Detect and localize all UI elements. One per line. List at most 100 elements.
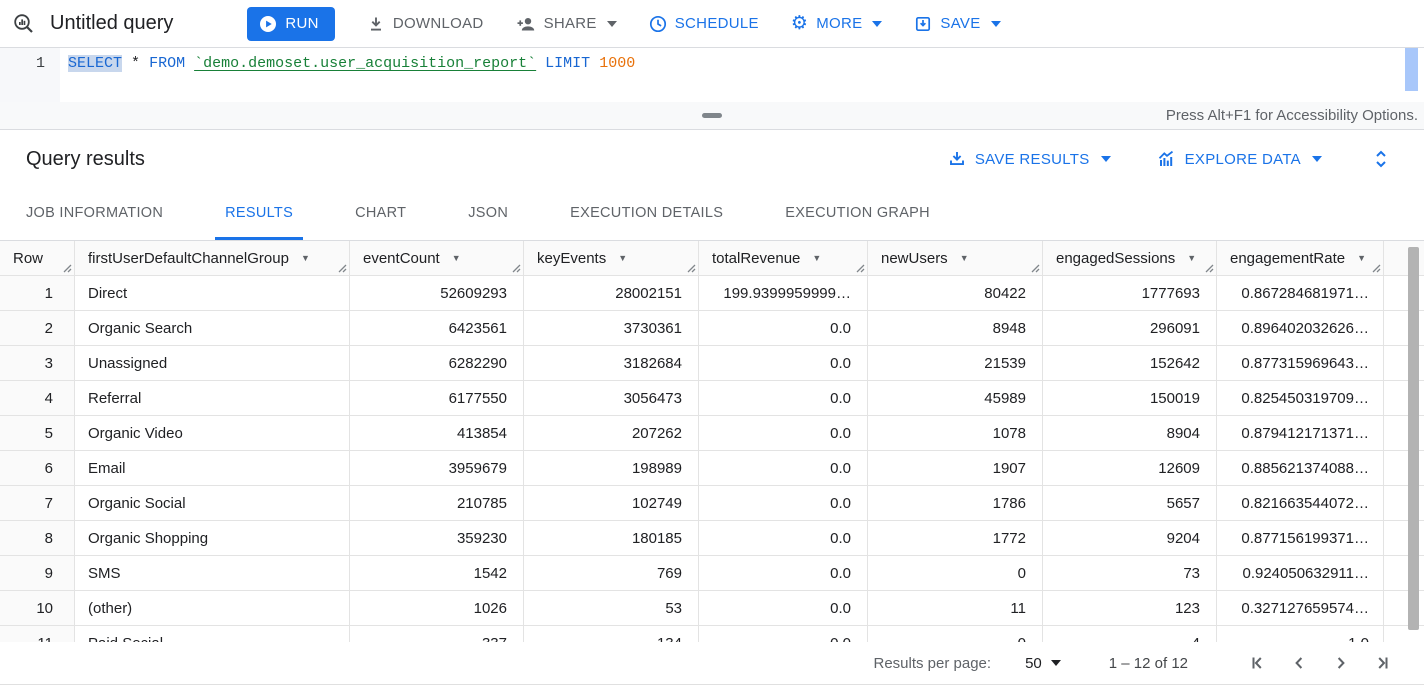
column-header-engagementrate[interactable]: engagementRate ▼ bbox=[1217, 241, 1384, 275]
column-resize-handle-icon[interactable] bbox=[337, 263, 347, 273]
tab-execution-graph[interactable]: EXECUTION GRAPH bbox=[785, 204, 930, 221]
table-scrollbar-thumb[interactable] bbox=[1408, 247, 1419, 630]
column-resize-handle-icon[interactable] bbox=[1204, 263, 1214, 273]
table-cell: 1026 bbox=[350, 591, 524, 625]
chevron-down-icon bbox=[990, 20, 1001, 27]
column-header-row[interactable]: Row bbox=[0, 241, 75, 275]
clock-icon bbox=[649, 15, 667, 33]
table-cell: 413854 bbox=[350, 416, 524, 450]
query-results-title: Query results bbox=[26, 147, 145, 170]
table-cell: 8948 bbox=[868, 311, 1043, 345]
last-page-button[interactable] bbox=[1370, 650, 1396, 676]
column-header-keyevents[interactable]: keyEvents ▼ bbox=[524, 241, 699, 275]
table-cell: 0 bbox=[868, 626, 1043, 642]
table-header-row: Row firstUserDefaultChannelGroup ▼ eventCou… bbox=[0, 241, 1424, 276]
table-cell: 0.0 bbox=[699, 381, 868, 415]
query-title: Untitled query bbox=[50, 12, 174, 34]
more-button[interactable]: ⚙ MORE bbox=[791, 14, 883, 33]
sql-keyword-limit: LIMIT bbox=[545, 55, 591, 72]
table-cell: 53 bbox=[524, 591, 699, 625]
column-menu-icon[interactable]: ▼ bbox=[959, 253, 969, 263]
column-header-eventcount[interactable]: eventCount ▼ bbox=[350, 241, 524, 275]
chevron-down-icon bbox=[1050, 660, 1061, 666]
splitter-drag-handle[interactable] bbox=[702, 113, 722, 118]
column-menu-icon[interactable]: ▼ bbox=[300, 253, 310, 263]
row-number-cell: 2 bbox=[0, 311, 75, 345]
table-cell: 28002151 bbox=[524, 276, 699, 310]
column-header-totalrevenue[interactable]: totalRevenue ▼ bbox=[699, 241, 868, 275]
explore-data-button[interactable]: EXPLORE DATA bbox=[1157, 150, 1322, 168]
table-cell: 1078 bbox=[868, 416, 1043, 450]
query-results-header: Query results SAVE RESULTS bbox=[0, 130, 1424, 188]
table-cell: 0.0 bbox=[699, 311, 868, 345]
schedule-button-label: SCHEDULE bbox=[674, 15, 759, 32]
table-cell: 0.877156199371… bbox=[1217, 521, 1384, 555]
page-range: 1 – 12 of 12 bbox=[1108, 654, 1188, 672]
table-cell: 210785 bbox=[350, 486, 524, 520]
tab-results[interactable]: RESULTS bbox=[215, 188, 304, 240]
first-page-button[interactable] bbox=[1244, 650, 1270, 676]
share-button-label: SHARE bbox=[543, 15, 597, 32]
table-cell: 150019 bbox=[1043, 381, 1217, 415]
table-cell: 6282290 bbox=[350, 346, 524, 380]
table-cell: 1772 bbox=[868, 521, 1043, 555]
column-menu-icon[interactable]: ▼ bbox=[451, 253, 461, 263]
table-cell: 102749 bbox=[524, 486, 699, 520]
table-row: 11Paid Social3371340.0041.0 bbox=[0, 626, 1424, 642]
table-cell: 1786 bbox=[868, 486, 1043, 520]
table-cell: 5657 bbox=[1043, 486, 1217, 520]
column-resize-handle-icon[interactable] bbox=[855, 263, 865, 273]
next-page-button[interactable] bbox=[1328, 650, 1354, 676]
page-size-select[interactable]: 50 bbox=[1025, 655, 1061, 672]
sql-code-line[interactable]: SELECT * FROM `demo.demoset.user_acquisi… bbox=[60, 48, 635, 102]
column-resize-handle-icon[interactable] bbox=[62, 263, 72, 273]
previous-page-button[interactable] bbox=[1286, 650, 1312, 676]
column-header-label: engagedSessions bbox=[1056, 249, 1176, 267]
sql-table-ref[interactable]: `demo.demoset.user_acquisition_report` bbox=[194, 55, 537, 72]
download-icon bbox=[367, 15, 385, 33]
column-menu-icon[interactable]: ▼ bbox=[1357, 253, 1367, 263]
column-menu-icon[interactable]: ▼ bbox=[1187, 253, 1197, 263]
column-menu-icon[interactable]: ▼ bbox=[812, 253, 822, 263]
expand-results-button[interactable] bbox=[1368, 146, 1394, 172]
table-cell: 6423561 bbox=[350, 311, 524, 345]
table-cell: 8904 bbox=[1043, 416, 1217, 450]
row-number-cell: 6 bbox=[0, 451, 75, 485]
tab-chart[interactable]: CHART bbox=[355, 204, 407, 221]
column-header-label: newUsers bbox=[881, 249, 948, 267]
table-cell: 0.0 bbox=[699, 521, 868, 555]
column-resize-handle-icon[interactable] bbox=[511, 263, 521, 273]
sql-star: * bbox=[131, 55, 141, 72]
table-cell: 152642 bbox=[1043, 346, 1217, 380]
column-resize-handle-icon[interactable] bbox=[1371, 263, 1381, 273]
table-cell: 0.0 bbox=[699, 556, 868, 590]
column-menu-icon[interactable]: ▼ bbox=[618, 253, 628, 263]
tab-json[interactable]: JSON bbox=[468, 204, 509, 221]
editor-scrollbar-thumb[interactable] bbox=[1405, 48, 1418, 91]
share-button[interactable]: SHARE bbox=[516, 15, 617, 33]
table-cell: 0.867284681971… bbox=[1217, 276, 1384, 310]
chevron-down-icon bbox=[1312, 156, 1322, 162]
table-cell: 3056473 bbox=[524, 381, 699, 415]
column-resize-handle-icon[interactable] bbox=[1030, 263, 1040, 273]
sql-editor[interactable]: 1 SELECT * FROM `demo.demoset.user_acqui… bbox=[0, 48, 1424, 102]
run-button[interactable]: RUN bbox=[247, 6, 335, 41]
table-cell: 0.924050632911… bbox=[1217, 556, 1384, 590]
save-results-button[interactable]: SAVE RESULTS bbox=[948, 150, 1111, 168]
column-header-engagedsessions[interactable]: engagedSessions ▼ bbox=[1043, 241, 1217, 275]
table-cell: 52609293 bbox=[350, 276, 524, 310]
explore-data-label: EXPLORE DATA bbox=[1184, 150, 1301, 168]
column-header-label: keyEvents bbox=[537, 249, 607, 267]
tab-execution-details[interactable]: EXECUTION DETAILS bbox=[570, 204, 724, 221]
schedule-button[interactable]: SCHEDULE bbox=[649, 15, 759, 33]
column-resize-handle-icon[interactable] bbox=[686, 263, 696, 273]
table-cell: 199.9399959999… bbox=[699, 276, 868, 310]
table-cell: Direct bbox=[75, 276, 350, 310]
save-button[interactable]: SAVE bbox=[914, 15, 1001, 33]
column-header-firstuserdefaultchannelgroup[interactable]: firstUserDefaultChannelGroup ▼ bbox=[75, 241, 350, 275]
tab-job-information[interactable]: JOB INFORMATION bbox=[26, 204, 164, 221]
download-button[interactable]: DOWNLOAD bbox=[367, 15, 484, 33]
table-cell: 1542 bbox=[350, 556, 524, 590]
column-header-newusers[interactable]: newUsers ▼ bbox=[868, 241, 1043, 275]
table-cell: Organic Search bbox=[75, 311, 350, 345]
